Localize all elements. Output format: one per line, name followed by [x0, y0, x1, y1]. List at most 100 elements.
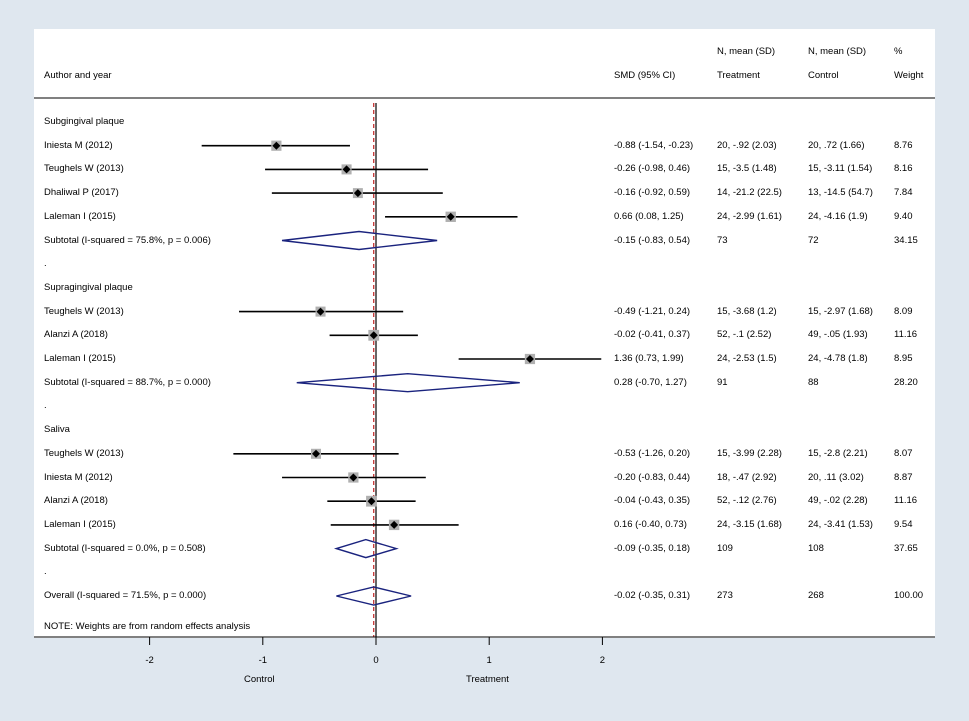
group-separator: .	[44, 258, 47, 270]
subtotal-label: Subtotal (I-squared = 75.8%, p = 0.006)	[44, 234, 211, 246]
point-estimate	[369, 331, 378, 340]
x-tick-label: 2	[599, 655, 606, 666]
subtotal-diamond	[281, 230, 438, 251]
x-tick-label: 1	[486, 655, 492, 666]
control-value: 49, -.05 (1.93)	[808, 329, 868, 341]
point-estimate	[353, 189, 362, 198]
weight-value: 100.00	[894, 590, 924, 601]
study-label: Laleman I (2015)	[44, 210, 116, 222]
study-label: Laleman I (2015)	[44, 518, 116, 530]
weight-value: 9.54	[894, 518, 913, 530]
group-label: Supragingival plaque	[44, 281, 133, 293]
x-tick-label: -2	[145, 655, 154, 666]
treatment-value: 24, -2.99 (1.61)	[717, 210, 782, 222]
smd-ci-value: -0.53 (-1.26, 0.20)	[614, 447, 691, 459]
smd-ci-value: -0.09 (-0.35, 0.18)	[614, 542, 691, 554]
treatment-value: 73	[717, 234, 728, 246]
treatment-value: 15, -3.68 (1.2)	[717, 305, 777, 317]
header-treatment-n: N, mean (SD)	[717, 46, 776, 57]
point-estimate	[316, 307, 325, 316]
weight-value: 7.84	[894, 187, 913, 199]
treatment-value: 24, -3.15 (1.68)	[717, 518, 782, 530]
control-value: 15, -3.11 (1.54)	[808, 163, 873, 175]
smd-ci-value: -0.16 (-0.92, 0.59)	[614, 187, 691, 199]
x-tick-label: -1	[258, 655, 268, 666]
point-estimate	[272, 141, 281, 150]
smd-ci-value: -0.88 (-1.54, -0.23)	[614, 139, 694, 151]
weight-value: 34.15	[894, 234, 918, 246]
treatment-value: 52, -.1 (2.52)	[717, 329, 772, 341]
treatment-value: 273	[717, 590, 733, 601]
smd-ci-value: -0.20 (-0.83, 0.44)	[614, 471, 691, 483]
x-tick-label: 0	[373, 655, 379, 666]
weight-value: 9.40	[894, 210, 913, 222]
control-value: 15, -2.8 (2.21)	[808, 447, 868, 459]
group-separator: .	[44, 566, 47, 578]
study-label: Alanzi A (2018)	[44, 329, 108, 341]
weight-value: 8.07	[894, 447, 913, 459]
subtotal-label: Subtotal (I-squared = 88.7%, p = 0.000)	[44, 376, 211, 388]
weight-value: 28.20	[894, 376, 918, 388]
plot-panel	[34, 29, 935, 638]
point-estimate	[342, 165, 351, 174]
study-label: Iniesta M (2012)	[44, 471, 113, 483]
point-estimate	[446, 212, 455, 221]
smd-ci-value: 0.16 (-0.40, 0.73)	[614, 518, 687, 530]
smd-ci-value: -0.49 (-1.21, 0.24)	[614, 305, 691, 317]
footnote: NOTE: Weights are from random effects an…	[44, 621, 251, 632]
weight-value: 37.65	[894, 542, 918, 554]
header-smd: SMD (95% CI)	[614, 70, 676, 81]
control-value: 24, -4.16 (1.9)	[808, 210, 868, 222]
smd-ci-value: -0.15 (-0.83, 0.54)	[614, 234, 691, 246]
x-label-control: Control	[244, 674, 275, 685]
control-value: 24, -4.78 (1.8)	[808, 353, 868, 364]
study-label: Teughels W (2013)	[44, 447, 124, 459]
overall-label: Overall (I-squared = 71.5%, p = 0.000)	[44, 590, 207, 601]
weight-value: 8.16	[894, 163, 913, 175]
treatment-value: 91	[717, 376, 728, 388]
control-value: 268	[808, 590, 824, 601]
overall-diamond	[336, 586, 412, 606]
treatment-value: 18, -.47 (2.92)	[717, 471, 777, 483]
point-estimate	[367, 497, 376, 506]
study-label: Teughels W (2013)	[44, 163, 124, 175]
header-weight: Weight	[894, 70, 924, 81]
point-estimate	[349, 473, 358, 482]
header-weight-pct: %	[894, 46, 903, 57]
subtotal-label: Subtotal (I-squared = 0.0%, p = 0.508)	[44, 542, 206, 554]
treatment-value: 52, -.12 (2.76)	[717, 495, 777, 507]
group-label: Subgingival plaque	[44, 116, 125, 127]
header-control-n: N, mean (SD)	[808, 46, 867, 57]
smd-ci-value: 0.66 (0.08, 1.25)	[614, 210, 684, 222]
study-label: Dhaliwal P (2017)	[44, 187, 119, 199]
point-estimate	[525, 355, 534, 363]
treatment-value: 109	[717, 542, 733, 554]
header-author: Author and year	[44, 70, 112, 81]
weight-value: 8.09	[894, 305, 913, 317]
study-label: Laleman I (2015)	[44, 353, 116, 364]
treatment-value: 24, -2.53 (1.5)	[717, 353, 777, 364]
control-value: 72	[808, 234, 819, 246]
weight-value: 8.87	[894, 471, 913, 483]
subtotal-diamond	[296, 372, 520, 393]
study-label: Iniesta M (2012)	[44, 139, 113, 151]
control-value: 49, -.02 (2.28)	[808, 495, 868, 507]
x-label-treatment: Treatment	[466, 674, 509, 685]
weight-value: 8.76	[894, 139, 913, 151]
smd-ci-value: -0.02 (-0.41, 0.37)	[614, 329, 691, 341]
weight-value: 8.95	[894, 353, 913, 364]
group-label: Saliva	[44, 424, 70, 436]
subtotal-diamond	[333, 538, 399, 559]
treatment-value: 14, -21.2 (22.5)	[717, 187, 782, 199]
treatment-value: 15, -3.5 (1.48)	[717, 163, 777, 175]
weight-value: 11.16	[894, 329, 918, 341]
control-value: 13, -14.5 (54.7)	[808, 187, 873, 199]
header-treatment: Treatment	[717, 70, 760, 81]
point-estimate	[390, 520, 399, 529]
treatment-value: 20, -.92 (2.03)	[717, 139, 777, 151]
control-value: 15, -2.97 (1.68)	[808, 305, 873, 317]
study-label: Alanzi A (2018)	[44, 495, 108, 507]
smd-ci-value: 0.28 (-0.70, 1.27)	[614, 376, 687, 388]
control-value: 20, .72 (1.66)	[808, 139, 865, 151]
smd-ci-value: -0.26 (-0.98, 0.46)	[614, 163, 691, 175]
